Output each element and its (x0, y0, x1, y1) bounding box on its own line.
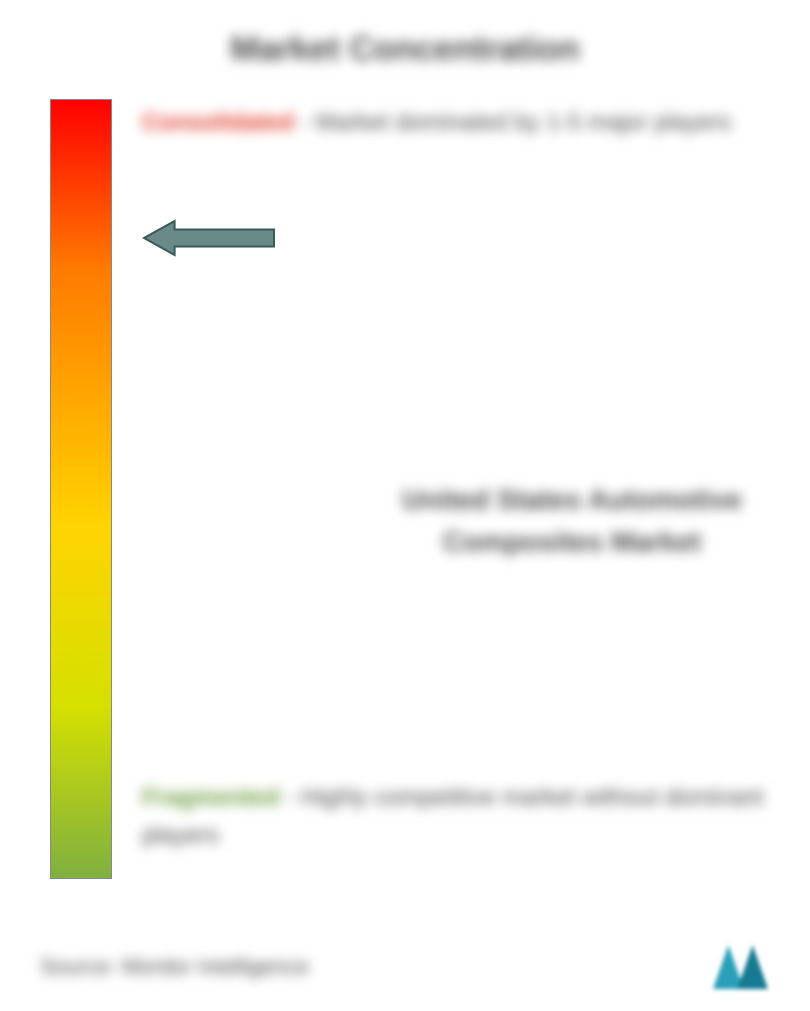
chart-title: Market Concentration (40, 30, 770, 69)
market-name-block: United States Automotive Composites Mark… (352, 479, 792, 563)
fragmented-label-block: Fragmented - Highly competitive market w… (142, 779, 770, 856)
content-column: Consolidated - Market dominated by 1-5 m… (112, 99, 770, 919)
consolidated-label: Consolidated (142, 109, 294, 136)
fragmented-label: Fragmented (142, 784, 279, 811)
footer: Source: Mordor Intelligence (40, 945, 770, 989)
brand-logo (713, 945, 770, 989)
logo-icon (713, 945, 770, 989)
source-text: Source: Mordor Intelligence (40, 954, 309, 980)
chart-container: Market Concentration Consolidated - Mark… (0, 0, 810, 1011)
indicator-arrow (142, 219, 276, 262)
market-name-line2: Composites Market (443, 526, 701, 557)
main-area: Consolidated - Market dominated by 1-5 m… (40, 99, 770, 919)
market-name-line1: United States Automotive (402, 484, 742, 515)
arrow-left-icon (142, 219, 276, 257)
consolidated-label-block: Consolidated - Market dominated by 1-5 m… (142, 104, 732, 142)
concentration-gradient-bar (50, 99, 112, 879)
consolidated-description: - Market dominated by 1-5 major players (301, 109, 732, 136)
